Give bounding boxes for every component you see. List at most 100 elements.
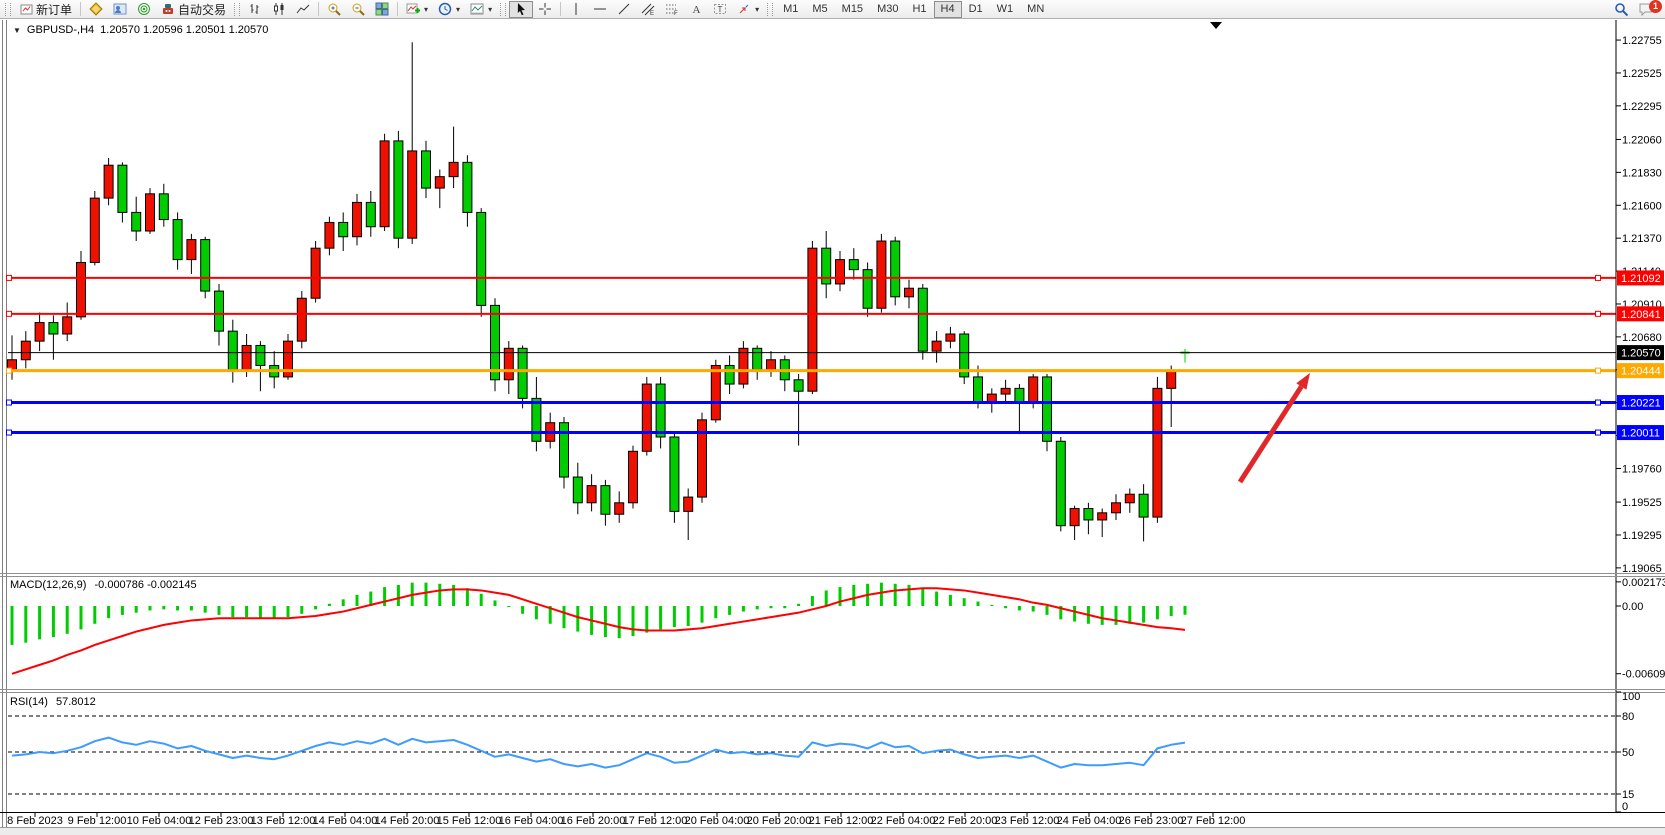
- candle-body: [752, 347, 763, 371]
- zoom-in-button[interactable]: [322, 1, 346, 18]
- tile-windows-button[interactable]: [370, 1, 394, 18]
- new-order-button[interactable]: 新订单: [14, 1, 77, 18]
- candle-body: [117, 164, 128, 213]
- zoom-out-button[interactable]: [346, 1, 370, 18]
- symbol-title: GBPUSD-,H4: [26, 24, 95, 36]
- toolbar-grip[interactable]: [767, 2, 774, 16]
- navigator-button[interactable]: [132, 1, 156, 18]
- timeframe-h4-button[interactable]: H4: [933, 0, 962, 18]
- rsi-name: RSI(14): [10, 696, 48, 708]
- periods-button[interactable]: ▾: [433, 1, 465, 18]
- line-handle[interactable]: [6, 429, 12, 436]
- market-watch-button[interactable]: [84, 1, 108, 18]
- candle-body: [448, 161, 459, 178]
- arrows-tool-button[interactable]: ▾: [732, 1, 764, 18]
- price-badge: [1617, 345, 1664, 361]
- time-axis-label: 24 Feb 04:00: [1057, 815, 1122, 827]
- candle-body: [255, 344, 266, 366]
- candle-body: [241, 344, 252, 371]
- candle-body: [62, 316, 73, 335]
- line-handle[interactable]: [6, 367, 12, 374]
- line-handle[interactable]: [1595, 367, 1601, 374]
- candlestick-chart-button[interactable]: [267, 1, 291, 18]
- horizontal-line-tool-button[interactable]: [588, 1, 612, 18]
- timeframe-w1-button[interactable]: W1: [990, 1, 1021, 18]
- line-handle[interactable]: [6, 274, 12, 281]
- candle-body: [586, 485, 597, 504]
- line-handle[interactable]: [1595, 429, 1601, 436]
- candle-body: [421, 150, 431, 189]
- candle-body: [476, 211, 487, 306]
- line-handle[interactable]: [6, 310, 12, 317]
- candle-body: [821, 247, 832, 285]
- price-badge: [1617, 306, 1664, 322]
- time-axis-label: 22 Feb 04:00: [871, 815, 936, 827]
- timeframe-h1-button[interactable]: H1: [905, 1, 933, 18]
- candle-body: [34, 322, 45, 342]
- toolbar-separator: [397, 2, 399, 16]
- candle-body: [931, 340, 942, 352]
- bar-chart-button[interactable]: [243, 1, 267, 18]
- line-handle[interactable]: [1595, 399, 1601, 406]
- vertical-line-tool-button[interactable]: [564, 1, 588, 18]
- candle-body: [490, 304, 500, 381]
- autotrading-button[interactable]: 自动交易: [156, 1, 231, 18]
- price-badge-label: 1.20444: [1621, 366, 1661, 378]
- notifications-button[interactable]: 1: [1633, 0, 1662, 18]
- candle-body: [214, 290, 224, 332]
- timeframe-m1-button[interactable]: M1: [776, 1, 805, 18]
- search-icon: [1614, 2, 1628, 16]
- line-chart-button[interactable]: [291, 1, 315, 18]
- crosshair-icon: [538, 2, 552, 16]
- toolbar-grip[interactable]: [234, 2, 241, 16]
- candle-body: [283, 340, 293, 378]
- price-badge: [1617, 270, 1664, 286]
- chart-shift-marker[interactable]: [1210, 22, 1222, 29]
- candle-body: [628, 450, 638, 504]
- timeframe-m30-button[interactable]: M30: [870, 1, 905, 18]
- new-order-icon: [19, 2, 33, 16]
- data-window-button[interactable]: [108, 1, 132, 18]
- templates-button[interactable]: ▾: [465, 1, 497, 18]
- candle-body: [600, 485, 611, 515]
- line-handle[interactable]: [1595, 274, 1601, 281]
- rsi-line: [11, 736, 1186, 769]
- line-chart-icon: [296, 2, 310, 16]
- candle-body: [876, 240, 887, 309]
- cursor-tool-button[interactable]: [509, 0, 534, 18]
- candle-body: [131, 211, 142, 232]
- indicators-icon: [406, 2, 421, 16]
- toolbar-separator: [318, 2, 320, 16]
- svg-text:A: A: [693, 4, 701, 16]
- text-icon: A: [689, 2, 703, 16]
- collapse-icon[interactable]: ▼: [13, 25, 21, 35]
- timeframe-m15-button[interactable]: M15: [835, 1, 870, 18]
- indicators-button[interactable]: ▾: [401, 1, 433, 18]
- toolbar-grip[interactable]: [500, 2, 507, 16]
- candle-body: [20, 340, 31, 361]
- search-button[interactable]: [1609, 1, 1633, 18]
- toolbar-grip[interactable]: [5, 2, 11, 16]
- fibonacci-tool-button[interactable]: F: [660, 1, 684, 18]
- equidistant-channel-tool-button[interactable]: E: [636, 1, 660, 18]
- time-axis-label: 15 Feb 12:00: [437, 815, 502, 827]
- line-handle[interactable]: [6, 399, 12, 406]
- trend-arrow[interactable]: [1237, 385, 1304, 484]
- line-handle[interactable]: [1595, 310, 1601, 317]
- candle-body: [738, 347, 749, 385]
- timeframe-m5-button[interactable]: M5: [805, 1, 834, 18]
- candle-body: [835, 259, 845, 285]
- text-tool-button[interactable]: A: [684, 1, 708, 18]
- price-axis-label: 1.19065: [1622, 563, 1662, 575]
- crosshair-tool-button[interactable]: [533, 1, 557, 18]
- trendline-tool-button[interactable]: [612, 1, 636, 18]
- candle-body: [807, 247, 818, 392]
- timeframe-d1-button[interactable]: D1: [962, 1, 990, 18]
- trend-arrow-head[interactable]: [1296, 373, 1310, 390]
- svg-text:E: E: [650, 11, 654, 16]
- candle-body: [1042, 376, 1052, 442]
- candle-body: [310, 247, 321, 299]
- text-label-tool-button[interactable]: T: [708, 1, 732, 18]
- timeframe-mn-button[interactable]: MN: [1020, 1, 1051, 18]
